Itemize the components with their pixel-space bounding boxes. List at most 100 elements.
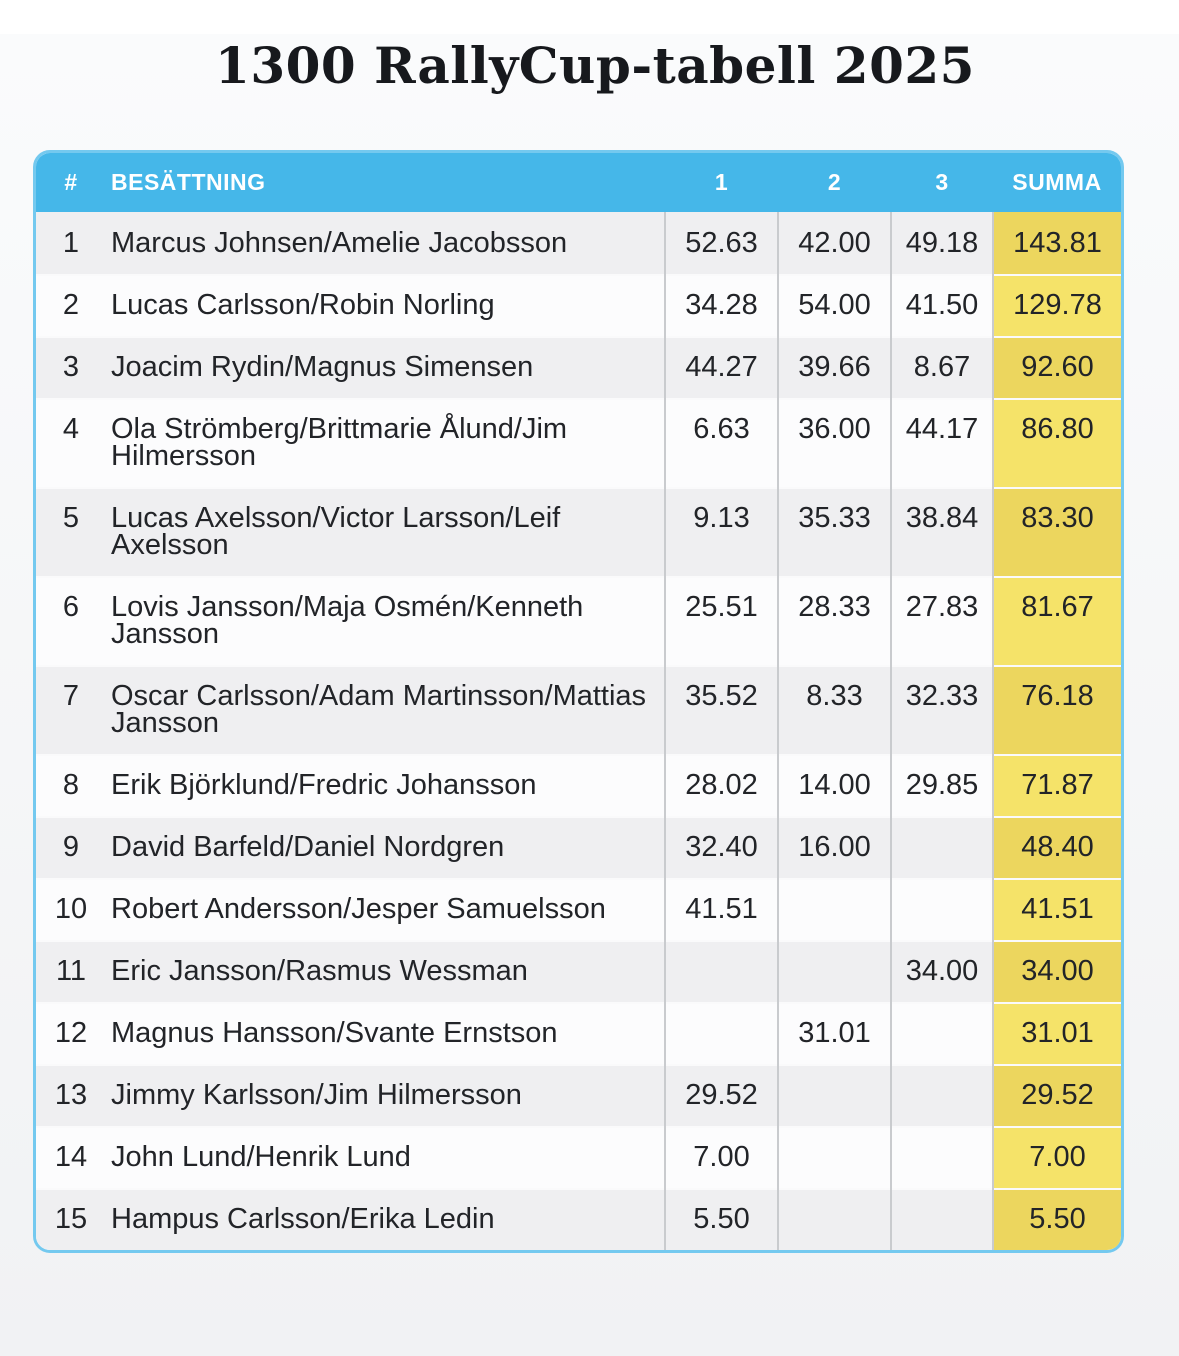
summa-cell: 92.60: [992, 336, 1121, 399]
crew-cell: John Lund/Henrik Lund: [106, 1126, 665, 1189]
round-3-cell: 8.67: [890, 336, 993, 399]
table-row: 5 Lucas Axelsson/Victor Larsson/Leif Axel…: [36, 487, 1121, 577]
round-1-cell: 44.27: [664, 336, 778, 399]
summa-cell: 143.81: [992, 212, 1121, 275]
table-row: 1 Marcus Johnsen/Amelie Jacobsson 52.63 42.…: [36, 212, 1121, 275]
round-1-cell: 32.40: [664, 816, 778, 879]
table-row: 12 Magnus Hansson/Svante Ernstson 31.01 31.…: [36, 1002, 1121, 1065]
summa-cell: 31.01: [992, 1002, 1121, 1065]
round-2-cell: 8.33: [777, 665, 891, 755]
round-3-cell: [890, 1002, 993, 1065]
round-1-cell: [664, 1002, 778, 1065]
summa-cell: 71.87: [992, 754, 1121, 817]
table-row: 9 David Barfeld/Daniel Nordgren 32.40 16.00…: [36, 816, 1121, 879]
round-1-cell: 7.00: [664, 1126, 778, 1189]
rank-cell: 1: [36, 212, 106, 275]
crew-cell: Lucas Axelsson/Victor Larsson/Leif Axels…: [106, 487, 665, 577]
header-round-2: 2: [778, 153, 891, 212]
crew-cell: Eric Jansson/Rasmus Wessman: [106, 940, 665, 1003]
rank-cell: 3: [36, 336, 106, 399]
table-row: 15 Hampus Carlsson/Erika Ledin 5.50 5.50: [36, 1188, 1121, 1250]
rank-cell: 5: [36, 487, 106, 577]
summa-cell: 29.52: [992, 1064, 1121, 1127]
rank-cell: 12: [36, 1002, 106, 1065]
rank-cell: 10: [36, 878, 106, 941]
crew-cell: Magnus Hansson/Svante Ernstson: [106, 1002, 665, 1065]
rank-cell: 11: [36, 940, 106, 1003]
table-row: 4 Ola Strömberg/Brittmarie Ålund/Jim Hilm…: [36, 398, 1121, 488]
table-header-row: # BESÄTTNING 1 2 3 SUMMA: [36, 153, 1121, 212]
round-2-cell: 31.01: [777, 1002, 891, 1065]
round-3-cell: 29.85: [890, 754, 993, 817]
round-1-cell: 9.13: [664, 487, 778, 577]
round-2-cell: [777, 878, 891, 941]
summa-cell: 41.51: [992, 878, 1121, 941]
rank-cell: 14: [36, 1126, 106, 1189]
table-row: 14 John Lund/Henrik Lund 7.00 7.00: [36, 1126, 1121, 1189]
round-2-cell: [777, 1064, 891, 1127]
round-2-cell: 39.66: [777, 336, 891, 399]
round-1-cell: 29.52: [664, 1064, 778, 1127]
round-1-cell: 41.51: [664, 878, 778, 941]
summa-cell: 34.00: [992, 940, 1121, 1003]
header-round-3: 3: [891, 153, 993, 212]
crew-cell: David Barfeld/Daniel Nordgren: [106, 816, 665, 879]
summa-cell: 48.40: [992, 816, 1121, 879]
rank-cell: 9: [36, 816, 106, 879]
table-row: 8 Erik Björklund/Fredric Johansson 28.02 14…: [36, 754, 1121, 817]
crew-cell: Erik Björklund/Fredric Johansson: [106, 754, 665, 817]
table-header: # BESÄTTNING 1 2 3 SUMMA: [36, 153, 1121, 212]
header-crew: BESÄTTNING: [106, 153, 665, 212]
round-1-cell: 52.63: [664, 212, 778, 275]
summa-cell: 81.67: [992, 576, 1121, 666]
table-row: 13 Jimmy Karlsson/Jim Hilmersson 29.52 29.5…: [36, 1064, 1121, 1127]
rank-cell: 7: [36, 665, 106, 755]
round-3-cell: 32.33: [890, 665, 993, 755]
standings-table-container: # BESÄTTNING 1 2 3 SUMMA 1 Marcus Johnsen…: [33, 150, 1124, 1253]
round-2-cell: 28.33: [777, 576, 891, 666]
crew-cell: Hampus Carlsson/Erika Ledin: [106, 1188, 665, 1250]
standings-table: # BESÄTTNING 1 2 3 SUMMA 1 Marcus Johnsen…: [36, 153, 1121, 1250]
crew-cell: Lucas Carlsson/Robin Norling: [106, 274, 665, 337]
round-2-cell: 16.00: [777, 816, 891, 879]
round-3-cell: [890, 1064, 993, 1127]
round-3-cell: 27.83: [890, 576, 993, 666]
round-3-cell: [890, 816, 993, 879]
round-2-cell: [777, 1188, 891, 1250]
round-1-cell: 6.63: [664, 398, 778, 488]
header-rank: #: [36, 153, 106, 212]
rank-cell: 8: [36, 754, 106, 817]
header-round-1: 1: [665, 153, 778, 212]
crew-cell: Ola Strömberg/Brittmarie Ålund/Jim Hilme…: [106, 398, 665, 488]
crew-cell: Oscar Carlsson/Adam Martinsson/Mattias J…: [106, 665, 665, 755]
round-3-cell: 41.50: [890, 274, 993, 337]
page-title: 1300 RallyCup-tabell 2025: [215, 36, 975, 95]
round-1-cell: 25.51: [664, 576, 778, 666]
round-1-cell: 34.28: [664, 274, 778, 337]
table-row: 2 Lucas Carlsson/Robin Norling 34.28 54.00 4…: [36, 274, 1121, 337]
summa-cell: 76.18: [992, 665, 1121, 755]
round-3-cell: 34.00: [890, 940, 993, 1003]
round-1-cell: [664, 940, 778, 1003]
rank-cell: 15: [36, 1188, 106, 1250]
crew-cell: Jimmy Karlsson/Jim Hilmersson: [106, 1064, 665, 1127]
rank-cell: 2: [36, 274, 106, 337]
summa-cell: 7.00: [992, 1126, 1121, 1189]
round-1-cell: 35.52: [664, 665, 778, 755]
round-2-cell: [777, 940, 891, 1003]
table-row: 6 Lovis Jansson/Maja Osmén/Kenneth Jansso…: [36, 576, 1121, 666]
table-row: 7 Oscar Carlsson/Adam Martinsson/Mattias …: [36, 665, 1121, 755]
page: { "title": "1300 RallyCup-tabell 2025", …: [0, 34, 1179, 1356]
round-3-cell: 49.18: [890, 212, 993, 275]
header-summa: SUMMA: [993, 153, 1121, 212]
crew-cell: Marcus Johnsen/Amelie Jacobsson: [106, 212, 665, 275]
round-2-cell: 35.33: [777, 487, 891, 577]
crew-cell: Joacim Rydin/Magnus Simensen: [106, 336, 665, 399]
round-3-cell: 44.17: [890, 398, 993, 488]
round-3-cell: [890, 1126, 993, 1189]
round-3-cell: 38.84: [890, 487, 993, 577]
table-row: 10 Robert Andersson/Jesper Samuelsson 41.5…: [36, 878, 1121, 941]
table-row: 3 Joacim Rydin/Magnus Simensen 44.27 39.66 8…: [36, 336, 1121, 399]
rank-cell: 13: [36, 1064, 106, 1127]
table-row: 11 Eric Jansson/Rasmus Wessman 34.00 34.00: [36, 940, 1121, 1003]
